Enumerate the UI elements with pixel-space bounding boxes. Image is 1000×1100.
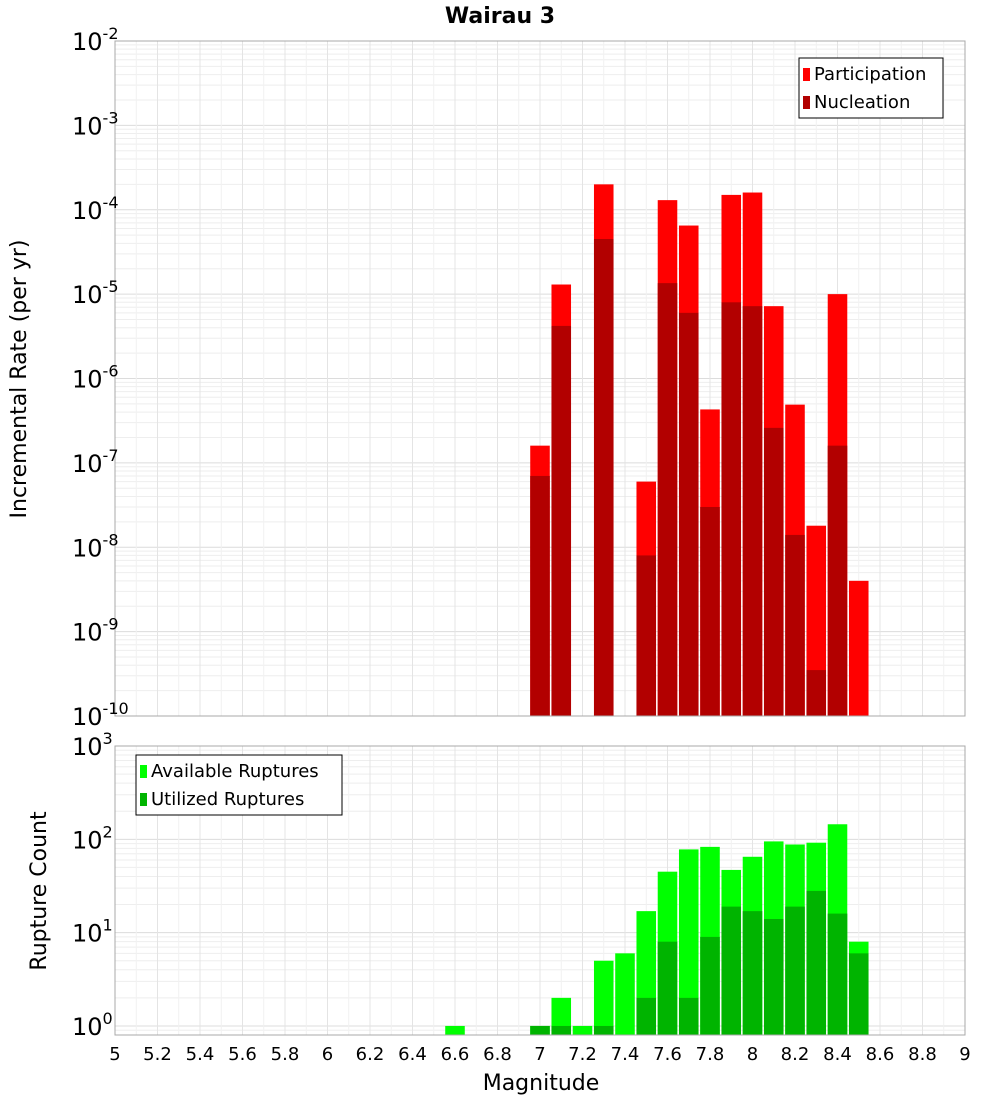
x-tick-label: 7.4 xyxy=(611,1044,640,1065)
top-panel: 10-10 10-9 10-8 10-7 10-6 10-5 10-4 10-3 10-2 Par… xyxy=(72,24,966,731)
bar-utilized-ruptures xyxy=(700,936,720,1035)
legend-swatch xyxy=(803,68,810,81)
bottom-panel: 100 101 102 103 5 5.2 5.4 5.6 5.8 6 6.2 6.4 6.6 6.8 7 7… xyxy=(72,729,971,1065)
x-tick-label: 8.4 xyxy=(823,1044,852,1065)
x-tick-label: 8.8 xyxy=(908,1044,937,1065)
chart-title: Wairau 3 xyxy=(445,4,555,29)
legend-box xyxy=(135,754,343,816)
legend-swatch xyxy=(140,765,147,778)
y-tick-label: 10-5 xyxy=(72,277,119,309)
x-tick-label: 7.2 xyxy=(568,1044,597,1065)
plot-frame xyxy=(114,40,966,717)
bar-nucleation xyxy=(551,325,572,716)
legend-swatch xyxy=(803,96,810,109)
bar-nucleation xyxy=(657,283,678,716)
x-tick-label: 8.2 xyxy=(781,1044,810,1065)
x-tick-label: 7 xyxy=(534,1044,545,1065)
bar-utilized-ruptures xyxy=(785,906,805,1035)
y-tick-label: 10-8 xyxy=(72,530,119,562)
bar-nucleation xyxy=(742,306,763,716)
x-tick-label: 6 xyxy=(322,1044,333,1065)
bar-utilized-ruptures xyxy=(827,913,848,1035)
bar-utilized-ruptures xyxy=(530,1025,550,1035)
x-tick-label: 5.8 xyxy=(271,1044,300,1065)
x-tick-label: 5 xyxy=(109,1044,120,1065)
top-y-axis-label: Incremental Rate (per yr) xyxy=(7,240,32,519)
bar-nucleation xyxy=(763,427,784,716)
bar-utilized-ruptures xyxy=(593,1025,614,1035)
legend-label: Available Ruptures xyxy=(151,761,319,782)
bar-available-ruptures xyxy=(593,960,614,1035)
x-tick-label: 8 xyxy=(747,1044,758,1065)
x-tick-label: 6.6 xyxy=(441,1044,470,1065)
bar-nucleation xyxy=(785,534,805,716)
x-tick-label: 6.8 xyxy=(483,1044,512,1065)
bar-utilized-ruptures xyxy=(551,1025,572,1035)
legend-label: Utilized Ruptures xyxy=(151,789,304,810)
bar-available-ruptures xyxy=(551,997,572,1035)
x-tick-label: 6.2 xyxy=(356,1044,385,1065)
bar-available-ruptures xyxy=(615,953,635,1035)
y-tick-label: 10-4 xyxy=(72,193,119,225)
y-tick-label: 10-2 xyxy=(72,24,119,56)
bar-nucleation xyxy=(721,302,742,716)
x-tick-label: 6.4 xyxy=(398,1044,427,1065)
bar-utilized-ruptures xyxy=(763,919,784,1035)
y-tick-label: 100 xyxy=(72,1009,113,1041)
bar-nucleation xyxy=(530,475,550,716)
plot-frame xyxy=(114,745,966,1036)
legend-label: Nucleation xyxy=(814,92,910,113)
y-tick-label: 10-7 xyxy=(72,446,119,478)
bar-nucleation xyxy=(678,312,699,716)
x-tick-label: 8.6 xyxy=(866,1044,895,1065)
y-tick-label: 10-10 xyxy=(72,699,129,731)
x-tick-label: 7.8 xyxy=(696,1044,725,1065)
bar-utilized-ruptures xyxy=(742,911,763,1035)
y-tick-label: 10-3 xyxy=(72,108,119,140)
y-tick-label: 102 xyxy=(72,822,113,854)
y-tick-label: 101 xyxy=(72,916,113,948)
y-tick-label: 103 xyxy=(72,729,113,761)
legend-label: Participation xyxy=(814,64,926,85)
bar-utilized-ruptures xyxy=(678,997,699,1035)
x-tick-label: 7.6 xyxy=(653,1044,682,1065)
bar-utilized-ruptures xyxy=(721,906,742,1035)
x-tick-label: 9 xyxy=(959,1044,970,1065)
bar-available-ruptures xyxy=(445,1025,465,1035)
bar-nucleation xyxy=(700,506,720,716)
bottom-y-axis-label: Rupture Count xyxy=(27,811,52,971)
bar-utilized-ruptures xyxy=(848,953,869,1035)
x-tick-label: 5.4 xyxy=(186,1044,215,1065)
bar-utilized-ruptures xyxy=(806,890,827,1035)
bar-participation xyxy=(806,525,827,716)
bar-nucleation xyxy=(827,445,848,716)
x-tick-label: 5.6 xyxy=(228,1044,257,1065)
bar-participation xyxy=(848,580,869,716)
bar-nucleation xyxy=(636,555,657,716)
x-tick-label: 5.2 xyxy=(143,1044,172,1065)
legend-swatch xyxy=(140,793,147,806)
bar-nucleation xyxy=(806,670,827,716)
bar-utilized-ruptures xyxy=(657,941,678,1035)
bar-available-ruptures xyxy=(572,1025,593,1035)
bar-utilized-ruptures xyxy=(636,997,657,1035)
y-tick-label: 10-6 xyxy=(72,362,119,394)
x-axis-label: Magnitude xyxy=(483,1071,600,1096)
bar-nucleation xyxy=(593,239,614,716)
bar-available-ruptures xyxy=(678,849,699,1035)
legend-box xyxy=(798,57,944,119)
y-tick-label: 10-9 xyxy=(72,615,119,647)
